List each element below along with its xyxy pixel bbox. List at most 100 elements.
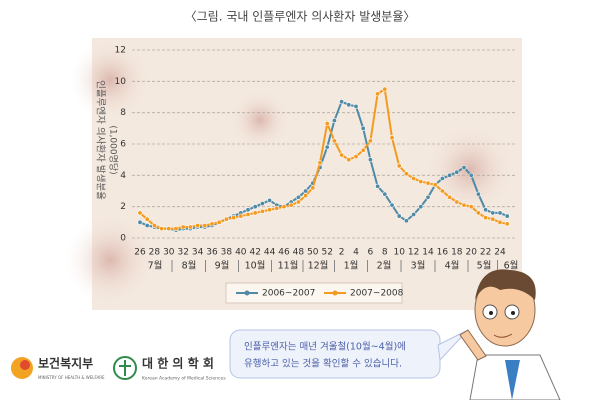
logo-icon [20, 360, 30, 370]
x-tick-label: 48 [293, 248, 305, 258]
x-tick-label: 10 [393, 248, 405, 258]
y-tick-label: 6 [120, 140, 126, 150]
data-point [195, 222, 201, 228]
data-point [411, 175, 417, 181]
data-point [238, 213, 244, 219]
logo-sub: Korean Academy of Medical Sciences [142, 376, 226, 382]
x-tick-label: 16 [437, 248, 449, 258]
x-tick-label: 52 [321, 248, 332, 258]
x-tick-label: 40 [235, 248, 247, 258]
decor [70, 40, 150, 120]
data-point [353, 154, 359, 160]
x-tick-label: 38 [221, 248, 233, 258]
month-label: 3월 [411, 260, 426, 272]
y-axis-label: 인플루엔자 의사환자 발생분율 [95, 80, 107, 200]
month-label: 4월 [445, 260, 460, 272]
data-point [396, 213, 402, 219]
data-point [339, 152, 345, 158]
data-point [425, 194, 431, 200]
month-label: 6월 [504, 260, 519, 272]
data-point [403, 218, 409, 224]
data-point [439, 188, 445, 194]
data-point [346, 157, 352, 163]
data-point [274, 205, 280, 211]
x-tick-label: 36 [206, 248, 218, 258]
x-tick-label: 12 [408, 248, 419, 258]
month-label: 1월 [344, 260, 359, 272]
data-point [468, 204, 474, 210]
legend-label: 2007~2008 [350, 289, 404, 299]
data-point [295, 199, 301, 205]
data-point [281, 204, 287, 210]
data-point [454, 199, 460, 205]
x-tick-label: 4 [353, 248, 359, 258]
data-point [187, 224, 193, 230]
x-tick-label: 6 [368, 248, 374, 258]
logo-icon [119, 360, 131, 376]
data-point [331, 138, 337, 144]
data-point [403, 171, 409, 177]
data-point [317, 160, 323, 166]
legend-swatch [332, 290, 338, 296]
y-tick-label: 0 [120, 234, 126, 244]
data-point [137, 210, 143, 216]
data-point [360, 147, 366, 153]
data-point [252, 204, 258, 210]
data-point [245, 207, 251, 213]
month-label: 8월 [182, 260, 197, 272]
month-label: 12월 [308, 260, 329, 272]
data-point [259, 208, 265, 214]
data-point [231, 215, 237, 221]
speech-bubble [229, 329, 441, 379]
month-label: 9월 [215, 260, 230, 272]
data-point [411, 212, 417, 218]
data-point [432, 182, 438, 188]
data-point [475, 191, 481, 197]
data-point [166, 226, 172, 232]
data-point [425, 180, 431, 186]
data-point [389, 202, 395, 208]
x-tick-label: 14 [422, 248, 434, 258]
data-point [375, 91, 381, 97]
month-label: 7월 [148, 260, 163, 272]
data-point [447, 172, 453, 178]
data-point [396, 163, 402, 169]
y-tick-label: 12 [115, 46, 126, 56]
data-point [490, 210, 496, 216]
x-tick-label: 46 [278, 248, 290, 258]
data-point [209, 221, 215, 227]
data-point [468, 172, 474, 178]
data-point [324, 144, 330, 150]
data-point [353, 103, 359, 109]
data-point [137, 219, 143, 225]
data-point [504, 213, 510, 219]
x-tick-label: 18 [451, 248, 463, 258]
data-point [202, 222, 208, 228]
data-point [173, 226, 179, 232]
data-point [144, 222, 150, 228]
data-point [497, 219, 503, 225]
x-tick-label: 32 [177, 248, 188, 258]
data-point [461, 202, 467, 208]
data-point [475, 210, 481, 216]
bubble-text: 유행하고 있는 것을 확인할 수 있습니다. [244, 358, 402, 370]
legend-label: 2006~2007 [262, 289, 315, 299]
x-tick-label: 20 [465, 248, 477, 258]
data-point [367, 157, 373, 163]
data-point [461, 165, 467, 171]
y-tick-label: 4 [120, 171, 126, 181]
data-point [375, 183, 381, 189]
logo-text: 대 한 의 학 회 [142, 356, 214, 371]
data-point [259, 201, 265, 207]
data-point [497, 210, 503, 216]
logo-text: 보건복지부 [38, 356, 93, 371]
series-line [139, 100, 508, 232]
data-point [439, 175, 445, 181]
x-tick-label: 24 [494, 248, 506, 258]
series-line [139, 87, 508, 230]
character [459, 269, 561, 400]
data-point [483, 207, 489, 213]
legend-swatch [244, 290, 250, 296]
data-point [339, 99, 345, 105]
